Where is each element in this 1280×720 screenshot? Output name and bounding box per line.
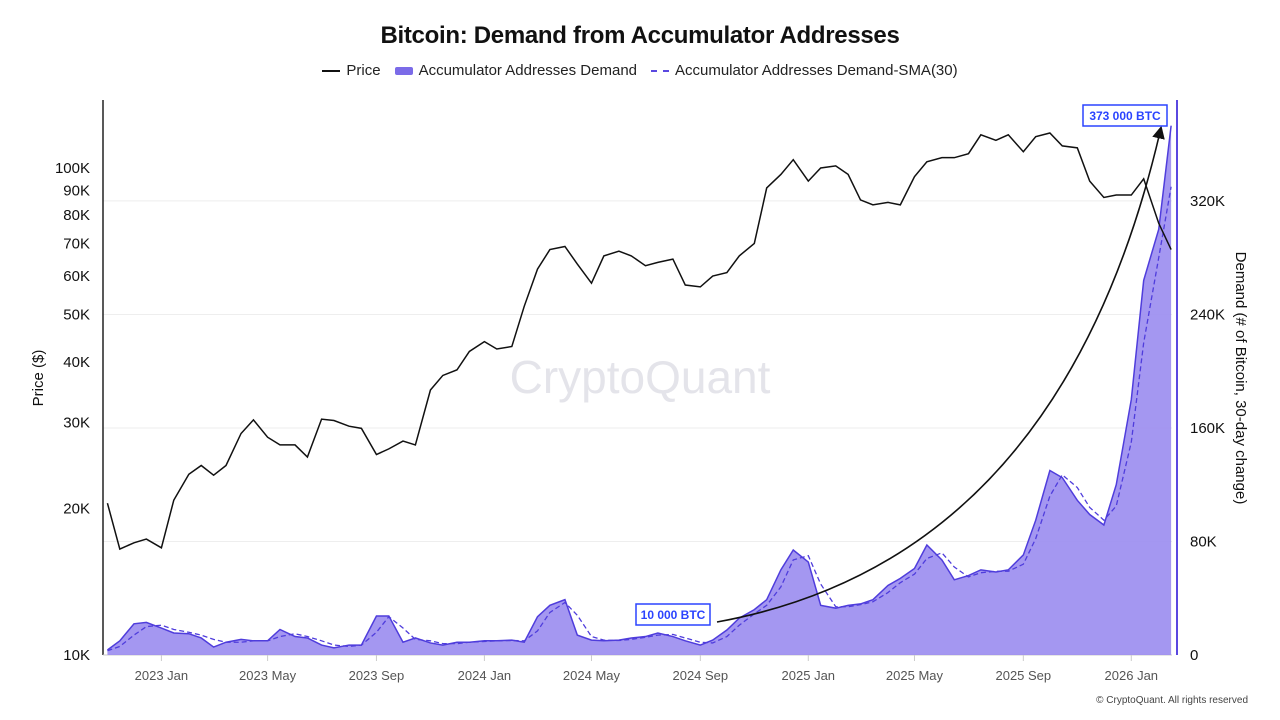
x-tick-label: 2024 May xyxy=(563,668,621,683)
right-tick-label: 160K xyxy=(1190,420,1225,437)
copyright: © CryptoQuant. All rights reserved xyxy=(1096,695,1248,706)
left-tick-label: 70K xyxy=(63,235,90,252)
left-tick-label: 50K xyxy=(63,307,90,324)
left-tick-label: 80K xyxy=(63,207,90,224)
legend-item-demand[interactable]: Accumulator Addresses Demand xyxy=(394,62,637,79)
watermark: CryptoQuant xyxy=(510,351,771,403)
sma-line xyxy=(107,186,1172,652)
demand-swatch xyxy=(394,66,413,75)
right-tick-label: 320K xyxy=(1190,193,1225,210)
legend: Price Accumulator Addresses Demand Accum… xyxy=(0,62,1280,79)
legend-label: Accumulator Addresses Demand xyxy=(418,62,637,79)
price-swatch xyxy=(322,69,341,72)
x-tick-label: 2024 Jan xyxy=(458,668,512,683)
legend-item-price[interactable]: Price xyxy=(322,62,381,79)
annotation-label: 373 000 BTC xyxy=(1089,109,1161,123)
right-tick-label: 0 xyxy=(1190,647,1198,664)
left-tick-label: 40K xyxy=(63,354,90,371)
legend-item-sma[interactable]: Accumulator Addresses Demand-SMA(30) xyxy=(651,62,958,79)
left-tick-label: 20K xyxy=(63,500,90,517)
legend-label: Accumulator Addresses Demand-SMA(30) xyxy=(675,62,958,79)
right-axis-title: Demand (# of Bitcoin, 30-day change) xyxy=(1232,252,1249,505)
annotation-box xyxy=(1082,104,1168,127)
price-line xyxy=(106,132,1172,551)
x-tick-label: 2026 Jan xyxy=(1105,668,1159,683)
legend-label: Price xyxy=(346,62,381,79)
left-axis-title: Price ($) xyxy=(30,350,47,407)
sma-swatch xyxy=(651,69,669,72)
left-tick-label: 100K xyxy=(55,160,90,177)
x-tick-label: 2023 Jan xyxy=(135,668,189,683)
right-tick-label: 240K xyxy=(1190,306,1225,323)
right-tick-label: 80K xyxy=(1190,533,1217,550)
left-tick-label: 30K xyxy=(63,415,90,432)
annotation-label: 10 000 BTC xyxy=(641,608,706,622)
left-tick-label: 60K xyxy=(63,268,90,285)
x-tick-label: 2023 May xyxy=(239,668,297,683)
left-tick-label: 90K xyxy=(63,182,90,199)
x-tick-label: 2025 Jan xyxy=(782,668,836,683)
x-tick-label: 2025 Sep xyxy=(995,668,1051,683)
annotation-box xyxy=(635,603,711,626)
demand-area xyxy=(107,125,1172,655)
x-tick-label: 2023 Sep xyxy=(349,668,405,683)
x-tick-label: 2025 May xyxy=(886,668,944,683)
x-tick-label: 2024 Sep xyxy=(672,668,728,683)
left-tick-label: 10K xyxy=(63,647,90,664)
growth-arrow xyxy=(716,125,1165,623)
chart-title: Bitcoin: Demand from Accumulator Address… xyxy=(380,22,900,49)
